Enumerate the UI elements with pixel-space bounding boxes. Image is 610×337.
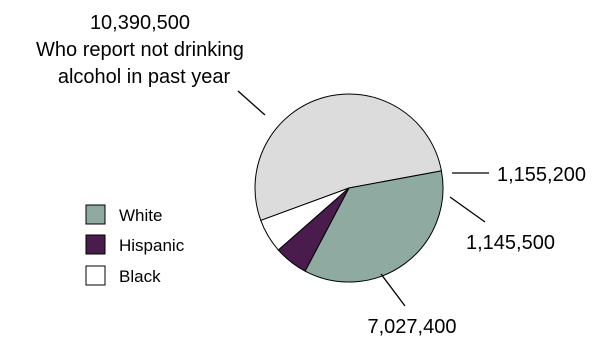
label-not-drinking-line2: Who report not drinking bbox=[36, 39, 244, 61]
label-hispanic-value: 1,145,500 bbox=[466, 232, 555, 254]
label-not-drinking-line3: alcohol in past year bbox=[58, 66, 231, 88]
label-white-value: 7,027,400 bbox=[368, 316, 457, 337]
slice-white bbox=[304, 170, 444, 283]
leader-line-white bbox=[380, 273, 406, 307]
legend: White Hispanic Black bbox=[85, 204, 185, 286]
pie-slices bbox=[254, 93, 444, 283]
slice-not-drinking bbox=[254, 93, 443, 222]
legend-label-black: Black bbox=[119, 267, 161, 286]
label-black-value: 1,155,200 bbox=[497, 164, 586, 186]
legend-label-hispanic: Hispanic bbox=[119, 236, 185, 255]
leader-line-not-drinking bbox=[237, 90, 266, 116]
legend-swatch-hispanic bbox=[85, 234, 106, 255]
leader-line-hispanic bbox=[449, 196, 486, 223]
legend-label-white: White bbox=[119, 206, 162, 225]
label-not-drinking-value: 10,390,500 bbox=[90, 12, 190, 34]
legend-swatch-white bbox=[85, 204, 106, 225]
legend-swatch-black bbox=[85, 265, 106, 286]
